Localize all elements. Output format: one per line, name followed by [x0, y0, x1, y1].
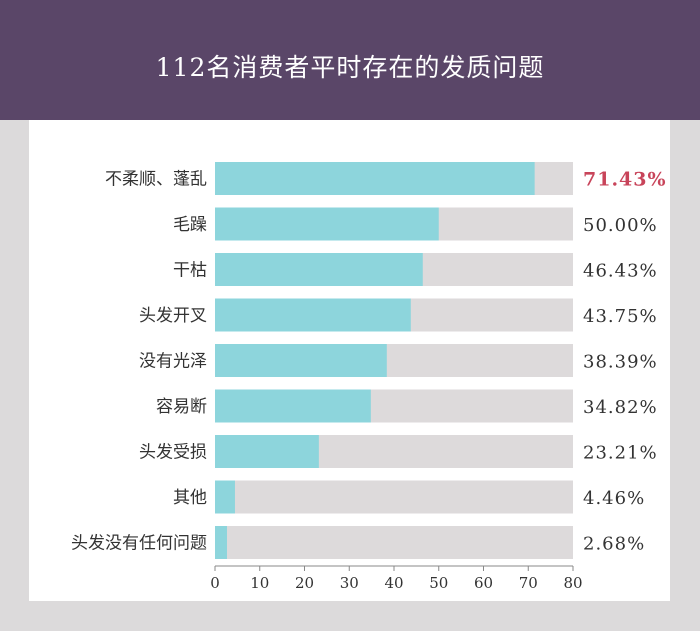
x-tick-label: 20 [295, 574, 314, 592]
bar [215, 435, 319, 468]
x-tick-label: 30 [340, 574, 359, 592]
category-label: 容易断 [156, 397, 207, 417]
x-tick-label: 10 [250, 574, 269, 592]
value-label: 34.82% [583, 397, 658, 418]
x-tick-label: 40 [384, 574, 403, 592]
x-tick-label: 80 [563, 574, 582, 592]
category-label: 头发开叉 [139, 306, 207, 326]
x-tick-label: 70 [519, 574, 538, 592]
bar-track [215, 526, 573, 559]
bar [215, 253, 423, 286]
x-tick-label: 0 [210, 574, 220, 592]
category-label: 干枯 [173, 261, 207, 281]
bar-chart: 不柔顺、蓬乱 71.43% 毛躁 50.00% 干枯 46.43% 头发开叉 43.75% 没有… [71, 162, 667, 592]
bar [215, 298, 411, 332]
value-label: 23.21% [583, 443, 658, 464]
value-label: 4.46% [583, 488, 645, 509]
value-label: 38.39% [583, 352, 658, 373]
value-label: 50.00% [583, 215, 658, 236]
category-label: 没有光泽 [139, 352, 207, 372]
category-label: 其他 [173, 488, 207, 508]
category-label: 头发受损 [139, 443, 207, 463]
header-banner: 112名消费者平时存在的发质问题 [0, 0, 700, 120]
value-label: 2.68% [583, 534, 645, 555]
bar [215, 162, 535, 195]
bar [215, 526, 227, 559]
category-label: 不柔顺、蓬乱 [105, 170, 207, 190]
bar-track [215, 480, 573, 514]
x-tick-label: 50 [429, 574, 448, 592]
bar [215, 389, 371, 423]
chart-panel: 不柔顺、蓬乱 71.43% 毛躁 50.00% 干枯 46.43% 头发开叉 43.75% 没有… [29, 120, 670, 601]
value-label: 43.75% [583, 306, 658, 327]
category-label: 头发没有任何问题 [71, 534, 207, 554]
chart-title: 112名消费者平时存在的发质问题 [155, 53, 545, 82]
x-tick-label: 60 [474, 574, 493, 592]
bar [215, 480, 235, 514]
value-label: 71.43% [583, 169, 667, 191]
value-label: 46.43% [583, 261, 658, 282]
bar [215, 207, 439, 241]
category-label: 毛躁 [173, 215, 207, 235]
bar [215, 344, 387, 377]
